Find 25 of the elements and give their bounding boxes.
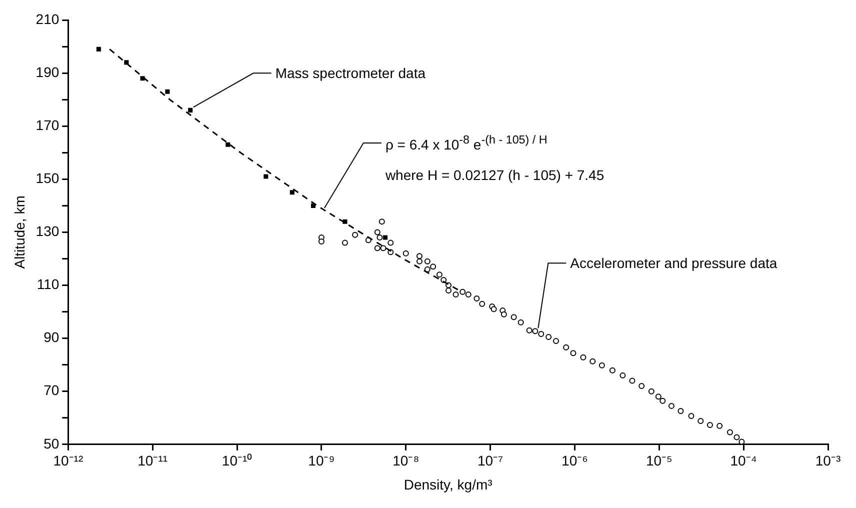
- x-axis-title: Density, kg/m³: [404, 476, 493, 492]
- y-tick-label: 70: [44, 382, 60, 398]
- annotation: ρ = 6.4 x 10$^{-8}$ e$^{-(h - 105) / H}$: [385, 134, 548, 152]
- y-tick-label: 90: [44, 329, 60, 346]
- x-tick-label: 10⁻⁵: [646, 452, 672, 469]
- x-tick-label: 10⁻¹¹: [138, 452, 168, 469]
- annotation: Accelerometer and pressure data: [570, 255, 778, 272]
- x-tick-label: 10⁻¹²: [53, 452, 84, 469]
- x-tick-label: 10⁻³: [815, 452, 841, 469]
- y-tick-label: 130: [36, 223, 60, 240]
- x-tick-label: 10⁻¹⁰: [222, 452, 252, 469]
- x-tick-label: 10⁻⁶: [562, 452, 588, 469]
- y-tick-label: 210: [36, 10, 60, 27]
- y-tick-label: 170: [36, 116, 60, 133]
- x-tick-label: 10⁻⁴: [730, 452, 757, 469]
- y-tick-label: 190: [36, 64, 60, 80]
- annotation: Mass spectrometer data: [275, 65, 426, 82]
- y-tick-label: 50: [44, 435, 60, 452]
- x-tick-label: 10⁻⁹: [308, 452, 335, 469]
- x-tick-label: 10⁻⁸: [392, 452, 420, 469]
- y-tick-label: 110: [36, 276, 60, 292]
- y-tick-label: 150: [36, 170, 60, 186]
- y-axis-title: Altitude, km: [11, 196, 28, 269]
- x-tick-label: 10⁻⁷: [477, 452, 504, 469]
- annotation: where H = 0.02127 (h - 105) + 7.45: [385, 166, 604, 183]
